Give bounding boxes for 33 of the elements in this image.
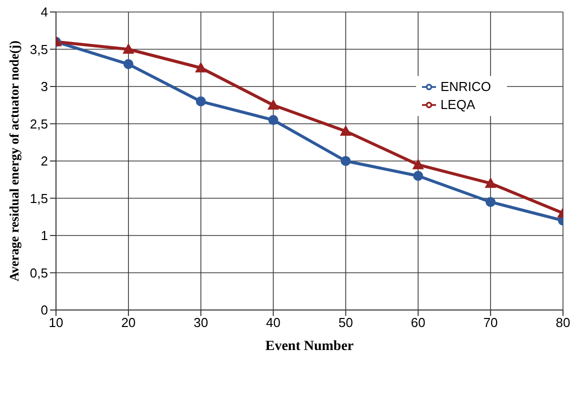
point bbox=[268, 115, 278, 126]
y-tick-label: 3 bbox=[40, 79, 48, 94]
y-axis-title: Average residual energy of actuator node(j) bbox=[6, 40, 22, 282]
legend-label: LEQA bbox=[440, 97, 476, 112]
y-tick-label: 2,5 bbox=[30, 116, 48, 132]
legend-label: ENRICO bbox=[440, 79, 491, 94]
x-tick-label: 80 bbox=[556, 315, 570, 330]
point bbox=[412, 159, 424, 170]
x-tick-label: 40 bbox=[266, 315, 281, 330]
point bbox=[268, 100, 279, 110]
point bbox=[340, 126, 352, 136]
x-tick-label: 70 bbox=[483, 315, 498, 330]
point bbox=[486, 196, 496, 207]
y-tick-label: 0 bbox=[40, 302, 48, 318]
x-tick-label: 20 bbox=[121, 315, 136, 330]
point bbox=[122, 44, 134, 54]
x-tick-label: 60 bbox=[410, 315, 426, 330]
point bbox=[195, 62, 206, 72]
point bbox=[196, 96, 206, 106]
point bbox=[123, 59, 134, 70]
x-tick-label: 10 bbox=[48, 315, 64, 330]
point bbox=[413, 170, 424, 181]
y-tick-label: 1,5 bbox=[30, 190, 48, 206]
y-tick-label: 0,5 bbox=[30, 265, 48, 280]
x-axis-title: Event Number bbox=[265, 339, 354, 354]
y-tick-label: 1 bbox=[40, 228, 48, 244]
y-tick-label: 4 bbox=[40, 4, 48, 20]
point bbox=[340, 156, 351, 166]
x-tick-label: 30 bbox=[194, 315, 208, 330]
y-tick-label: 3,5 bbox=[30, 42, 48, 57]
y-tick-label: 2 bbox=[40, 154, 48, 169]
point bbox=[485, 178, 496, 188]
x-tick-label: 50 bbox=[338, 315, 353, 330]
